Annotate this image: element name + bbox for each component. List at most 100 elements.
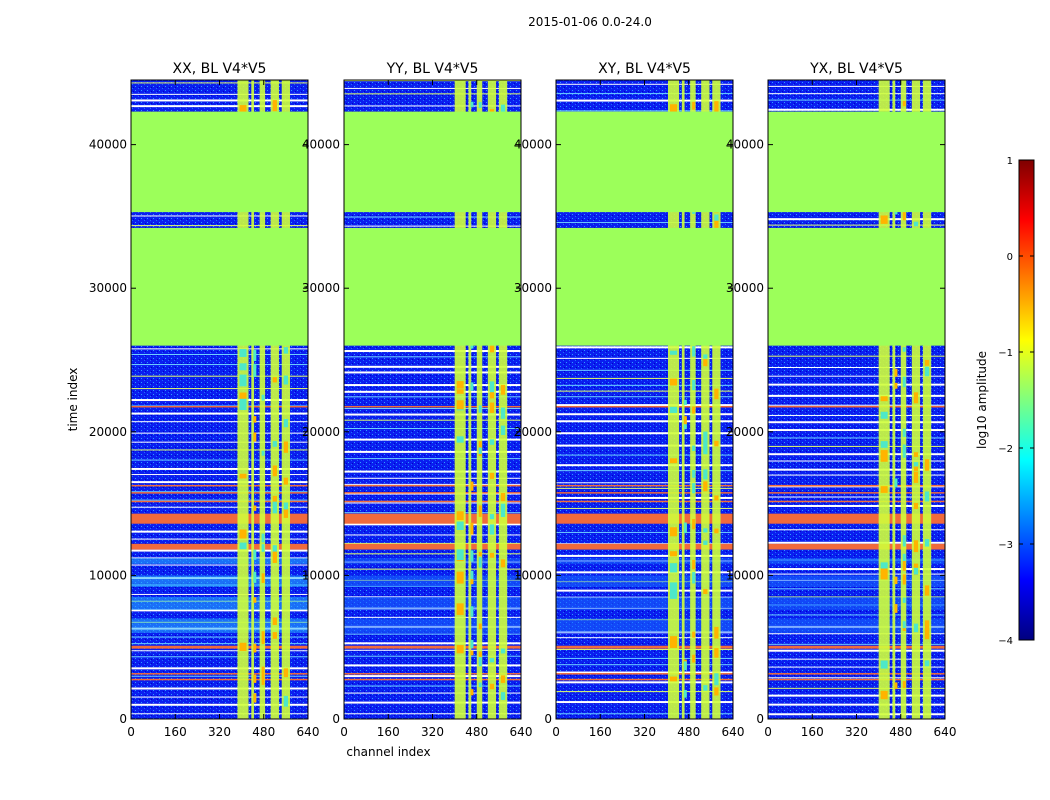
time-stripe xyxy=(768,429,945,432)
rfi-spot xyxy=(239,395,247,401)
y-tick-label: 10000 xyxy=(89,568,127,582)
time-stripe xyxy=(556,346,733,349)
flagged-region xyxy=(768,227,945,346)
time-stripe xyxy=(131,609,308,612)
red-band xyxy=(556,645,733,649)
rfi-spot xyxy=(913,502,919,509)
time-stripe xyxy=(344,596,521,598)
rfi-spot xyxy=(253,549,257,560)
rfi-spot xyxy=(714,101,719,112)
rfi-spot xyxy=(283,695,289,707)
y-tick-label: 20000 xyxy=(302,425,340,439)
rfi-spot xyxy=(902,561,906,571)
time-stripe xyxy=(768,414,945,416)
time-stripe xyxy=(131,506,308,508)
rfi-spot xyxy=(714,687,719,696)
time-stripe xyxy=(768,703,945,706)
red-line xyxy=(556,500,733,503)
time-stripe xyxy=(768,643,945,645)
rfi-spot xyxy=(283,508,289,518)
red-line xyxy=(131,678,308,681)
rfi-spot xyxy=(478,557,482,568)
y-tick-label: 10000 xyxy=(514,568,552,582)
rfi-spot xyxy=(902,621,906,629)
rfi-spot xyxy=(913,471,919,483)
rfi-spot xyxy=(283,668,289,678)
time-stripe xyxy=(768,394,945,397)
time-stripe xyxy=(131,388,308,390)
panel-2: XY, BL V4*V5 0 160 320 480 640 0 10000 20000 3000… xyxy=(514,61,745,739)
rfi-spot xyxy=(272,441,277,447)
rfi-spot xyxy=(456,389,464,394)
rfi-spot xyxy=(470,689,474,696)
rfi-spot xyxy=(703,354,708,359)
time-stripe xyxy=(344,413,521,416)
rfi-spot xyxy=(272,467,277,477)
time-stripe xyxy=(768,99,945,101)
time-stripe xyxy=(344,390,521,393)
red-band xyxy=(344,543,521,550)
rfi-spot xyxy=(670,676,678,682)
red-band xyxy=(768,513,945,524)
time-stripe xyxy=(556,390,733,392)
rfi-spot xyxy=(272,501,277,514)
rfi-spot xyxy=(470,650,474,656)
rfi-spot xyxy=(902,444,906,454)
rfi-spot xyxy=(703,481,708,492)
rfi-spot xyxy=(703,589,708,595)
x-tick-label: 0 xyxy=(340,725,348,739)
time-stripe xyxy=(556,701,733,704)
rfi-spot xyxy=(239,642,247,651)
rfi-spot xyxy=(670,378,678,386)
rfi-spot xyxy=(253,597,257,603)
time-stripe xyxy=(768,453,945,456)
x-tick-label: 320 xyxy=(208,725,231,739)
rfi-spot xyxy=(456,436,464,443)
rfi-spot xyxy=(500,104,506,112)
rfi-spot xyxy=(880,562,888,569)
rfi-spot xyxy=(692,408,696,414)
rfi-spot xyxy=(703,359,708,367)
rfi-column xyxy=(270,80,279,719)
rfi-column xyxy=(690,80,696,719)
time-stripe xyxy=(131,474,308,476)
rfi-spot xyxy=(489,381,495,388)
time-stripe xyxy=(131,564,308,566)
x-tick-label: 160 xyxy=(589,725,612,739)
rfi-spot xyxy=(714,495,719,501)
rfi-spot xyxy=(470,101,474,108)
red-line xyxy=(556,405,733,408)
red-band xyxy=(131,513,308,524)
time-stripe xyxy=(344,216,521,218)
time-stripe xyxy=(556,420,733,423)
panel-0: XX, BL V4*V5 0 160 320 480 640 0 10000 20000 3000… xyxy=(66,61,319,739)
time-stripe xyxy=(768,666,945,668)
y-tick-label: 40000 xyxy=(514,138,552,152)
y-tick-label: 10000 xyxy=(302,568,340,582)
rfi-spot xyxy=(894,478,898,485)
rfi-column xyxy=(712,80,721,719)
colorbar-tick-label: −4 xyxy=(998,636,1013,647)
rfi-spot xyxy=(261,450,265,456)
rfi-spot xyxy=(913,540,919,553)
rfi-spot xyxy=(283,378,289,385)
rfi-spot xyxy=(239,392,247,398)
rfi-spot xyxy=(272,495,277,504)
flagged-region xyxy=(344,111,521,213)
rfi-spot xyxy=(489,524,495,535)
time-stripe xyxy=(768,474,945,476)
rfi-spot xyxy=(902,100,906,107)
rfi-spot xyxy=(913,466,919,471)
rfi-spot xyxy=(703,528,708,533)
time-stripe xyxy=(344,633,521,635)
time-stripe xyxy=(344,371,521,374)
colorbar-gradient xyxy=(1018,159,1035,641)
red-line xyxy=(556,678,733,681)
rfi-spot xyxy=(670,563,678,573)
rfi-spot xyxy=(500,675,506,683)
rfi-spot xyxy=(239,542,247,550)
time-stripe xyxy=(556,99,733,102)
time-stripe xyxy=(556,404,733,407)
time-stripe xyxy=(556,681,733,684)
rfi-spot xyxy=(880,396,888,402)
